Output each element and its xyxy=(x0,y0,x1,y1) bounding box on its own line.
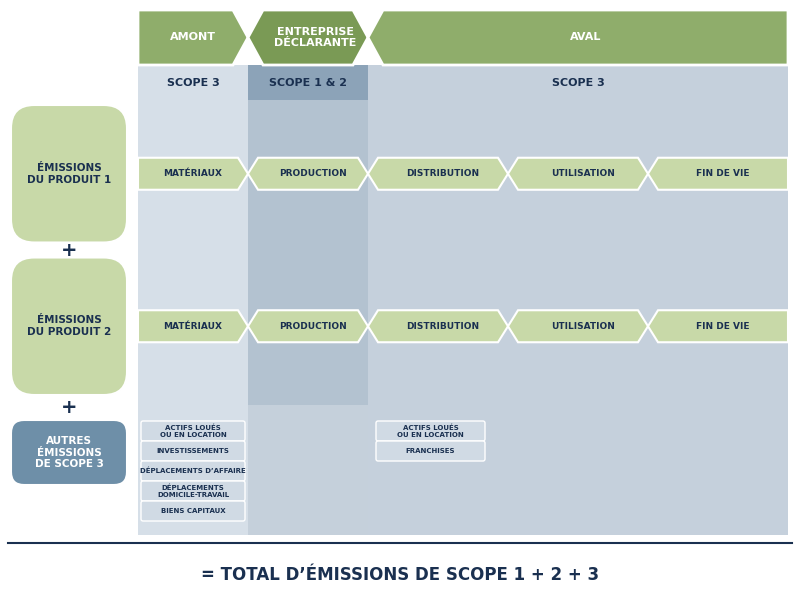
Polygon shape xyxy=(138,310,248,342)
Text: PRODUCTION: PRODUCTION xyxy=(279,169,347,178)
Text: AVAL: AVAL xyxy=(570,32,601,43)
Polygon shape xyxy=(368,310,508,342)
Polygon shape xyxy=(138,158,248,190)
FancyBboxPatch shape xyxy=(11,257,127,395)
Polygon shape xyxy=(368,158,508,190)
FancyBboxPatch shape xyxy=(141,501,245,521)
FancyBboxPatch shape xyxy=(248,65,368,100)
Text: +: + xyxy=(61,241,78,259)
Text: MATÉRIAUX: MATÉRIAUX xyxy=(163,169,222,178)
Polygon shape xyxy=(368,65,788,535)
Polygon shape xyxy=(648,158,788,190)
Polygon shape xyxy=(248,10,368,65)
FancyBboxPatch shape xyxy=(141,421,245,441)
Text: ACTIFS LOUÉS
OU EN LOCATION: ACTIFS LOUÉS OU EN LOCATION xyxy=(397,424,464,438)
Text: AUTRES
ÉMISSIONS
DE SCOPE 3: AUTRES ÉMISSIONS DE SCOPE 3 xyxy=(34,436,103,469)
Text: PRODUCTION: PRODUCTION xyxy=(279,322,347,331)
Polygon shape xyxy=(248,158,368,190)
Text: MATÉRIAUX: MATÉRIAUX xyxy=(163,322,222,331)
Text: BIENS CAPITAUX: BIENS CAPITAUX xyxy=(161,508,226,514)
FancyBboxPatch shape xyxy=(11,420,127,485)
Text: UTILISATION: UTILISATION xyxy=(551,322,615,331)
Text: ÉMISSIONS
DU PRODUIT 1: ÉMISSIONS DU PRODUIT 1 xyxy=(27,163,111,185)
FancyBboxPatch shape xyxy=(376,421,485,441)
Polygon shape xyxy=(138,10,248,65)
FancyBboxPatch shape xyxy=(141,461,245,481)
FancyBboxPatch shape xyxy=(248,95,368,405)
Polygon shape xyxy=(248,65,368,535)
Text: INVESTISSEMENTS: INVESTISSEMENTS xyxy=(157,448,230,454)
Text: SCOPE 3: SCOPE 3 xyxy=(552,78,604,88)
Text: ÉMISSIONS
DU PRODUIT 2: ÉMISSIONS DU PRODUIT 2 xyxy=(27,316,111,337)
FancyBboxPatch shape xyxy=(141,481,245,501)
Text: +: + xyxy=(61,398,78,417)
Text: AMONT: AMONT xyxy=(170,32,216,43)
FancyBboxPatch shape xyxy=(11,105,127,242)
Text: DÉPLACEMENTS
DOMICILE-TRAVAIL: DÉPLACEMENTS DOMICILE-TRAVAIL xyxy=(157,484,229,498)
Text: DÉPLACEMENTS D’AFFAIRE: DÉPLACEMENTS D’AFFAIRE xyxy=(140,468,246,474)
FancyBboxPatch shape xyxy=(376,441,485,461)
Text: DISTRIBUTION: DISTRIBUTION xyxy=(406,322,479,331)
Text: ACTIFS LOUÉS
OU EN LOCATION: ACTIFS LOUÉS OU EN LOCATION xyxy=(160,424,226,438)
Polygon shape xyxy=(368,10,788,65)
Text: FIN DE VIE: FIN DE VIE xyxy=(696,322,750,331)
Polygon shape xyxy=(138,65,248,535)
Polygon shape xyxy=(508,310,648,342)
Text: SCOPE 1 & 2: SCOPE 1 & 2 xyxy=(269,78,347,88)
Text: FRANCHISES: FRANCHISES xyxy=(406,448,455,454)
Text: FIN DE VIE: FIN DE VIE xyxy=(696,169,750,178)
Polygon shape xyxy=(508,158,648,190)
Text: DISTRIBUTION: DISTRIBUTION xyxy=(406,169,479,178)
Polygon shape xyxy=(248,310,368,342)
Text: ENTREPRISE
DÉCLARANTE: ENTREPRISE DÉCLARANTE xyxy=(274,26,357,48)
Text: UTILISATION: UTILISATION xyxy=(551,169,615,178)
Text: = TOTAL D’ÉMISSIONS DE SCOPE 1 + 2 + 3: = TOTAL D’ÉMISSIONS DE SCOPE 1 + 2 + 3 xyxy=(201,565,599,583)
Polygon shape xyxy=(648,310,788,342)
Text: SCOPE 3: SCOPE 3 xyxy=(166,78,219,88)
FancyBboxPatch shape xyxy=(141,441,245,461)
